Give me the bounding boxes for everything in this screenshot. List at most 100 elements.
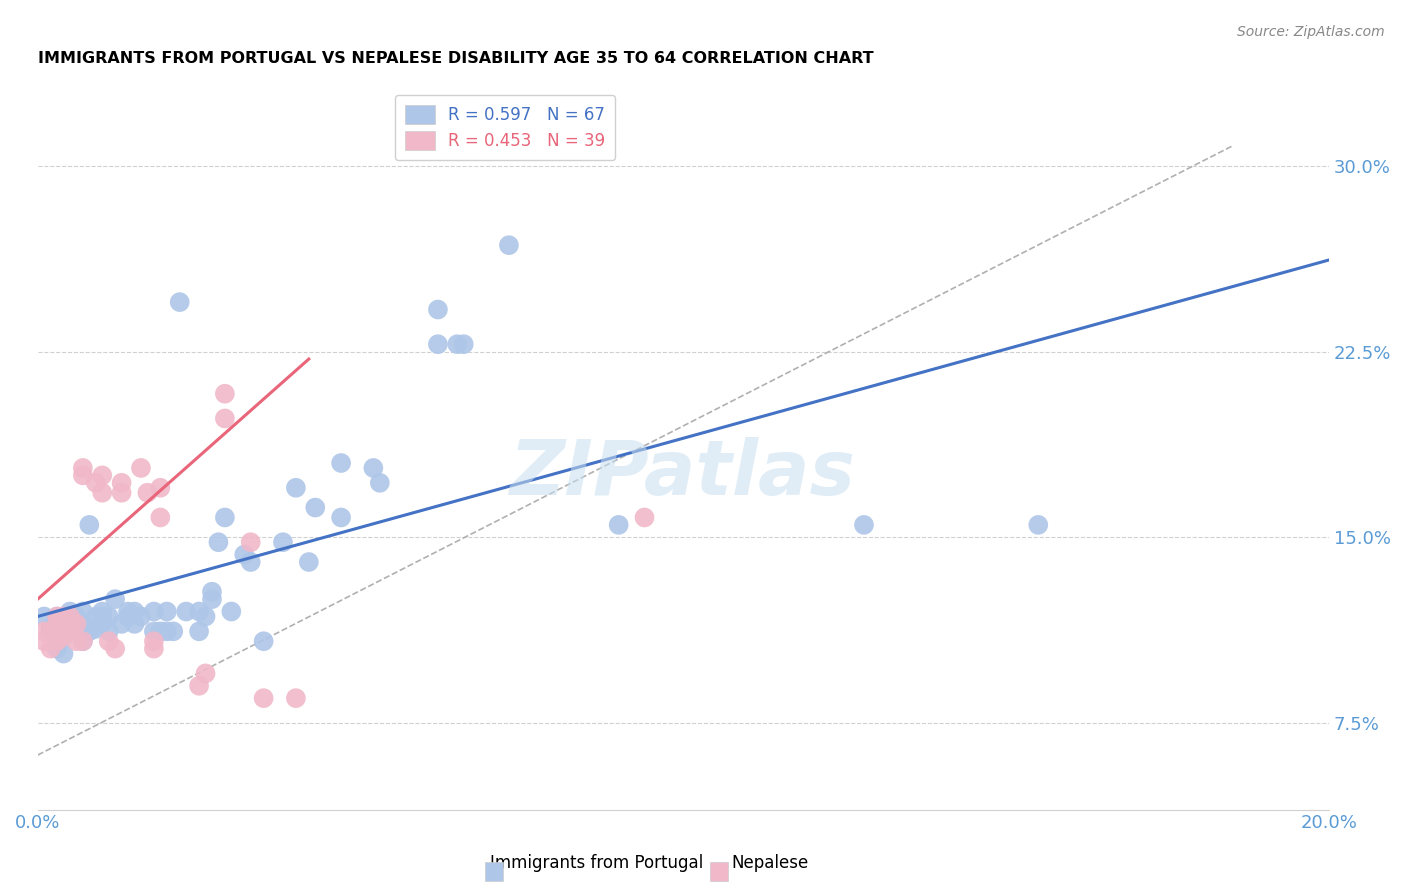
Point (52, 609, 75, 624)
Point (110, 616, 132, 631)
Point (1026, 517, 1049, 532)
Point (32, 634, 55, 648)
Point (221, 605, 243, 619)
Point (46, 609, 69, 624)
Point (117, 605, 139, 619)
Point (65, 609, 87, 624)
Point (32, 609, 55, 624)
Point (233, 548, 256, 562)
Point (201, 584, 224, 599)
Point (607, 517, 630, 532)
Point (65, 616, 87, 631)
Legend: R = 0.597   N = 67, R = 0.453   N = 39: R = 0.597 N = 67, R = 0.453 N = 39 (395, 95, 614, 161)
Point (110, 475, 132, 490)
Point (239, 535, 262, 549)
Point (72, 634, 94, 648)
Point (284, 691, 307, 706)
Point (149, 481, 172, 495)
Point (253, 634, 276, 648)
Text: IMMIGRANTS FROM PORTUGAL VS NEPALESE DISABILITY AGE 35 TO 64 CORRELATION CHART: IMMIGRANTS FROM PORTUGAL VS NEPALESE DIS… (38, 51, 873, 66)
Point (104, 641, 127, 656)
Point (201, 592, 224, 607)
Point (59, 624, 82, 639)
Point (194, 609, 217, 624)
Point (253, 691, 276, 706)
Point (110, 485, 132, 500)
Point (46, 634, 69, 648)
Point (72, 616, 94, 631)
Point (142, 641, 165, 656)
Point (72, 468, 94, 483)
Point (59, 609, 82, 624)
Point (52, 622, 75, 636)
Point (46, 609, 69, 624)
Point (368, 475, 391, 490)
Point (91, 609, 114, 624)
Point (156, 605, 179, 619)
Point (84, 609, 107, 624)
Point (52, 624, 75, 639)
Point (65, 622, 87, 636)
Point (330, 510, 353, 524)
Point (84, 622, 107, 636)
Point (91, 605, 114, 619)
Point (142, 605, 165, 619)
Point (498, 238, 520, 252)
Point (852, 517, 875, 532)
Point (52, 629, 75, 643)
Point (65, 634, 87, 648)
Point (39, 641, 62, 656)
Point (97, 609, 120, 624)
Point (188, 624, 211, 639)
Point (188, 605, 211, 619)
Point (142, 634, 165, 648)
Point (84, 475, 107, 490)
Point (149, 510, 172, 524)
Point (188, 679, 211, 693)
Text: Nepalese: Nepalese (731, 855, 808, 872)
Point (284, 481, 307, 495)
Point (79, 517, 101, 532)
Point (129, 461, 152, 475)
Point (174, 605, 197, 619)
Point (32, 624, 55, 639)
Point (304, 500, 326, 515)
Text: ZIPatlas: ZIPatlas (510, 437, 856, 510)
Point (97, 634, 120, 648)
Point (271, 535, 294, 549)
Point (239, 555, 262, 569)
Point (46, 616, 69, 631)
Point (633, 510, 655, 524)
Point (72, 605, 94, 619)
Point (129, 609, 152, 624)
Point (169, 295, 191, 310)
Point (104, 592, 127, 607)
Point (363, 461, 385, 475)
Point (214, 411, 236, 425)
Point (207, 535, 229, 549)
Point (46, 641, 69, 656)
Point (52, 629, 75, 643)
Point (330, 456, 353, 470)
Point (59, 605, 82, 619)
Point (446, 337, 468, 351)
Point (298, 555, 321, 569)
Point (142, 624, 165, 639)
Point (79, 624, 101, 639)
Point (214, 510, 236, 524)
Point (124, 616, 146, 631)
Point (156, 624, 179, 639)
Point (194, 666, 217, 681)
Point (149, 624, 172, 639)
Point (65, 616, 87, 631)
Point (426, 337, 449, 351)
Point (59, 609, 82, 624)
Text: Immigrants from Portugal: Immigrants from Portugal (489, 855, 703, 872)
Point (59, 616, 82, 631)
Point (97, 624, 120, 639)
Point (162, 624, 184, 639)
Point (91, 468, 114, 483)
Text: Source: ZipAtlas.com: Source: ZipAtlas.com (1237, 25, 1385, 39)
Point (72, 461, 94, 475)
Point (124, 605, 146, 619)
